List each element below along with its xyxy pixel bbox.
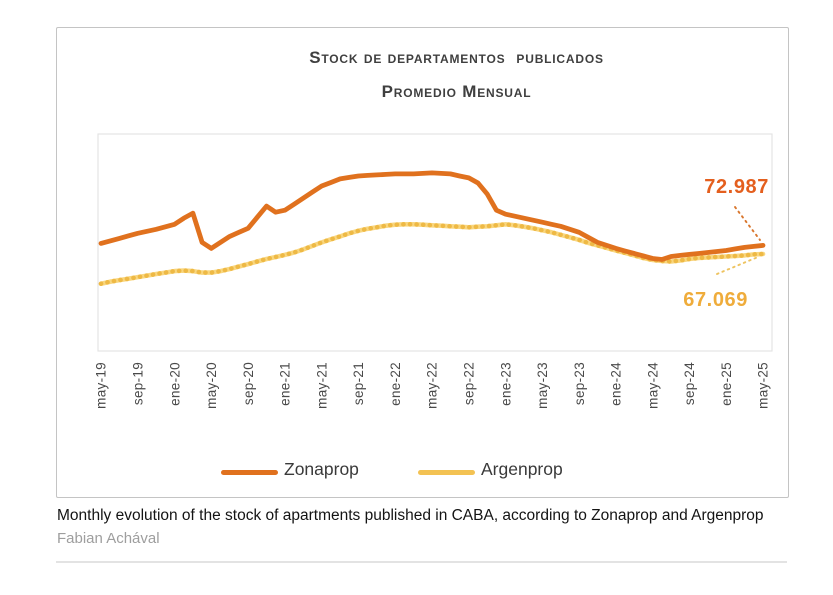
series-lines [98,170,766,286]
argenprop-value-label: 67.069 [683,289,748,311]
x-tick-label: may-23 [535,362,550,409]
zonaprop-legend-label: Zonaprop [284,459,359,479]
argenprop-line-beads [98,222,766,286]
x-tick-label: ene-21 [278,362,293,406]
x-tick-label: sep-24 [682,362,697,405]
x-tick-label: may-22 [425,362,440,409]
argenprop-leader-dotted-line [716,256,759,275]
x-tick-label: ene-20 [167,362,182,406]
line-chart: may-19 sep-19 ene-20 may-20 sep-20 ene-21 may-… [94,133,773,409]
chart-title: Stock de departamentos publicados [309,48,604,67]
x-tick-label: sep-22 [462,362,477,405]
zonaprop-leader-dotted-line [734,206,761,241]
zonaprop-line [98,170,766,262]
x-tick-label: may-25 [756,362,771,409]
x-tick-label: ene-23 [498,362,513,406]
caption-author: Fabian Achával [57,530,160,547]
x-tick-label: ene-25 [719,362,734,406]
x-tick-label: may-21 [314,362,329,409]
x-tick-label: sep-19 [131,362,146,405]
x-tick-label: may-19 [94,362,109,409]
x-tick-label: sep-23 [572,362,587,405]
x-tick-label: ene-24 [609,362,624,406]
divider [56,561,787,563]
x-tick-label: sep-21 [351,362,366,405]
argenprop-line-swatch [418,470,475,475]
x-tick-label: ene-22 [388,362,403,406]
zonaprop-line-swatch [221,470,278,475]
x-tick-label: sep-20 [241,362,256,405]
zonaprop-value-label: 72.987 [704,176,769,198]
annotation-leaders [716,206,761,275]
caption-text: Monthly evolution of the stock of apartm… [57,507,764,524]
x-tick-label: may-20 [204,362,219,409]
chart-subtitle: Promedio Mensual [381,82,532,101]
argenprop-legend-label: Argenprop [481,459,563,479]
x-axis-ticks: may-19 sep-19 ene-20 may-20 sep-20 ene-21 may-… [94,362,771,409]
x-tick-label: may-24 [645,362,660,409]
chart-card: Stock de departamentos publicados Promed… [56,27,789,498]
plot-panel [97,133,773,352]
